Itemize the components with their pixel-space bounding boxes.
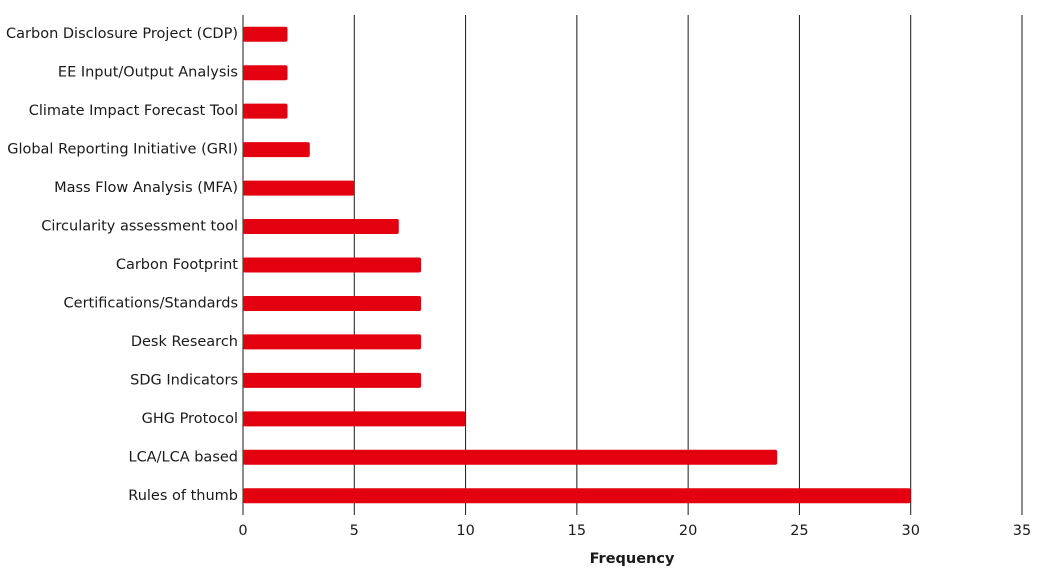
x-tick-label: 30: [901, 523, 919, 539]
bar: [243, 295, 422, 311]
x-tick-label: 35: [1013, 523, 1031, 539]
x-tick-label: 25: [790, 523, 808, 539]
x-tick-label: 0: [238, 523, 247, 539]
y-tick-label: SDG Indicators: [130, 372, 238, 388]
y-tick-label: Climate Impact Forecast Tool: [29, 103, 238, 119]
x-tick-label: 10: [456, 523, 474, 539]
x-tick-label: 5: [350, 523, 359, 539]
bar: [243, 449, 778, 465]
bar: [243, 26, 288, 42]
y-tick-label: Carbon Footprint: [116, 257, 238, 273]
y-tick-label: Global Reporting Initiative (GRI): [7, 142, 238, 158]
y-tick-label: GHG Protocol: [142, 411, 238, 427]
bar: [243, 411, 466, 427]
y-tick-label: Desk Research: [131, 334, 238, 350]
y-tick-label: Carbon Disclosure Project (CDP): [6, 26, 238, 42]
x-tick-label: 15: [568, 523, 586, 539]
bar: [243, 372, 422, 388]
bar: [243, 334, 422, 350]
y-tick-label: Mass Flow Analysis (MFA): [54, 180, 238, 196]
y-tick-label: Circularity assessment tool: [41, 219, 238, 235]
x-tick-label: 20: [679, 523, 697, 539]
bar: [243, 142, 310, 158]
bar: [243, 65, 288, 81]
y-tick-label: LCA/LCA based: [128, 449, 238, 465]
bar: [243, 180, 355, 196]
y-tick-label: EE Input/Output Analysis: [58, 65, 238, 81]
bar: [243, 103, 288, 119]
x-axis-label: Frequency: [590, 551, 675, 567]
bar: [243, 488, 911, 504]
bar: [243, 257, 422, 273]
bar: [243, 219, 399, 235]
y-tick-label: Rules of thumb: [128, 488, 238, 504]
y-tick-label: Certifications/Standards: [64, 295, 238, 311]
